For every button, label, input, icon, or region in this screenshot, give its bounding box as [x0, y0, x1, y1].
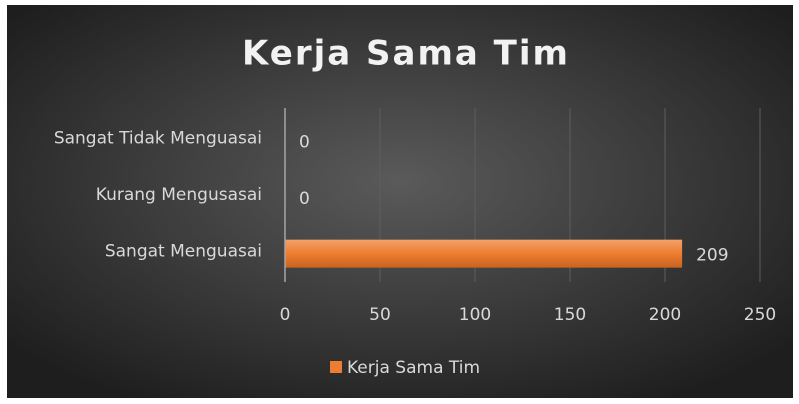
x-tick-label: 200: [649, 305, 681, 325]
chart-background: [7, 5, 793, 398]
legend-swatch: [330, 361, 342, 373]
x-tick-label: 150: [554, 305, 586, 325]
bar: [285, 239, 683, 268]
chart-title: Kerja Sama Tim: [242, 34, 570, 74]
y-tick-label: Sangat Menguasai: [105, 242, 262, 262]
data-label: 0: [299, 189, 310, 209]
legend-label: Kerja Sama Tim: [347, 358, 480, 378]
data-label: 0: [299, 132, 310, 152]
y-tick-label: Kurang Mengusasai: [96, 185, 262, 205]
x-tick-label: 50: [369, 305, 391, 325]
x-tick-label: 250: [744, 305, 776, 325]
x-tick-label: 100: [459, 305, 491, 325]
x-tick-label: 0: [280, 305, 291, 325]
y-tick-label: Sangat Tidak Menguasai: [54, 128, 262, 148]
data-label: 209: [696, 246, 728, 266]
